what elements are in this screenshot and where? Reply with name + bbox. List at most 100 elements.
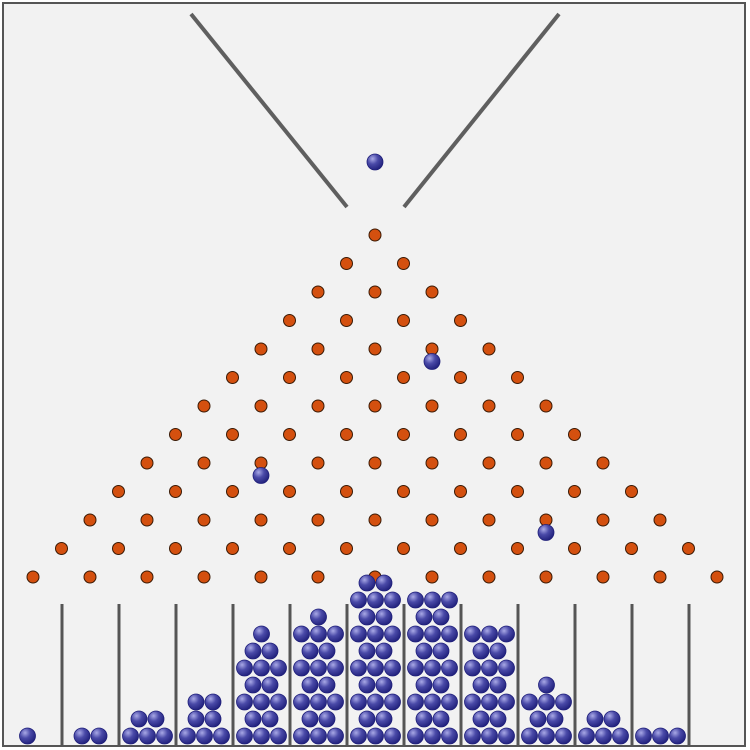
collected-ball xyxy=(375,710,393,728)
collected-ball xyxy=(464,625,481,643)
collected-ball xyxy=(327,727,344,745)
collected-ball xyxy=(489,710,507,728)
collected-ball xyxy=(350,727,367,745)
collected-ball xyxy=(358,642,376,660)
collected-ball xyxy=(253,625,270,643)
collected-ball xyxy=(498,659,515,677)
peg xyxy=(254,342,268,356)
collected-ball xyxy=(595,727,612,745)
peg xyxy=(169,485,182,498)
collected-ball xyxy=(261,642,279,660)
peg xyxy=(482,456,496,470)
collected-ball xyxy=(310,608,327,626)
collected-ball xyxy=(529,710,547,728)
peg xyxy=(682,542,695,555)
collected-ball xyxy=(270,659,287,677)
peg xyxy=(83,513,97,527)
peg xyxy=(454,485,467,498)
collected-ball xyxy=(546,710,564,728)
peg xyxy=(368,342,382,356)
collected-ball xyxy=(489,676,507,694)
peg xyxy=(340,257,353,270)
collected-ball xyxy=(612,727,629,745)
peg xyxy=(368,285,382,299)
collected-ball xyxy=(196,727,213,745)
collected-ball xyxy=(586,710,604,728)
peg xyxy=(340,542,353,555)
peg xyxy=(169,542,182,555)
collected-ball xyxy=(261,676,279,694)
peg xyxy=(254,570,268,584)
collected-ball xyxy=(367,591,384,609)
collected-ball xyxy=(432,676,450,694)
peg xyxy=(454,428,467,441)
collected-ball xyxy=(301,710,319,728)
collected-ball xyxy=(358,676,376,694)
collected-ball xyxy=(358,574,376,592)
peg xyxy=(454,542,467,555)
peg xyxy=(311,399,325,413)
collected-ball xyxy=(367,659,384,677)
collected-ball xyxy=(441,693,458,711)
collected-ball xyxy=(179,727,196,745)
peg xyxy=(568,428,581,441)
peg xyxy=(710,570,724,584)
peg xyxy=(397,371,410,384)
peg xyxy=(539,399,553,413)
collected-ball xyxy=(481,659,498,677)
collected-ball xyxy=(489,642,507,660)
peg xyxy=(226,542,239,555)
collected-ball xyxy=(367,625,384,643)
collected-ball xyxy=(350,591,367,609)
collected-ball xyxy=(244,710,262,728)
collected-ball xyxy=(415,710,433,728)
peg xyxy=(55,542,68,555)
peg xyxy=(397,542,410,555)
collected-ball xyxy=(472,642,490,660)
collected-ball xyxy=(270,693,287,711)
collected-ball xyxy=(261,710,279,728)
collected-ball xyxy=(270,727,287,745)
peg xyxy=(283,371,296,384)
collected-ball xyxy=(375,608,393,626)
peg xyxy=(368,228,382,242)
funnel-right-wall xyxy=(402,12,561,209)
collected-ball xyxy=(555,693,572,711)
collected-ball xyxy=(407,727,424,745)
peg xyxy=(254,513,268,527)
bin-dividers xyxy=(60,604,691,746)
collected-ball xyxy=(384,727,401,745)
collected-ball xyxy=(415,642,433,660)
collected-ball xyxy=(464,659,481,677)
collected-ball xyxy=(122,727,139,745)
peg xyxy=(26,570,40,584)
peg xyxy=(197,513,211,527)
collected-ball xyxy=(407,591,424,609)
collected-ball xyxy=(375,676,393,694)
collected-ball xyxy=(538,676,555,694)
collected-ball xyxy=(481,727,498,745)
peg xyxy=(311,513,325,527)
peg xyxy=(197,456,211,470)
collected-ball xyxy=(384,659,401,677)
collected-ball xyxy=(236,727,253,745)
falling-balls xyxy=(252,153,555,541)
peg xyxy=(511,371,524,384)
collected-ball xyxy=(384,625,401,643)
peg xyxy=(197,570,211,584)
collected-ball xyxy=(73,727,91,745)
collected-ball xyxy=(204,710,222,728)
peg xyxy=(539,456,553,470)
collected-ball xyxy=(310,727,327,745)
collected-ball xyxy=(350,693,367,711)
peg xyxy=(169,428,182,441)
collected-ball xyxy=(441,659,458,677)
peg xyxy=(425,570,439,584)
collected-ball xyxy=(407,659,424,677)
collected-ball xyxy=(318,642,336,660)
peg xyxy=(112,485,125,498)
peg xyxy=(653,570,667,584)
collected-ball xyxy=(555,727,572,745)
